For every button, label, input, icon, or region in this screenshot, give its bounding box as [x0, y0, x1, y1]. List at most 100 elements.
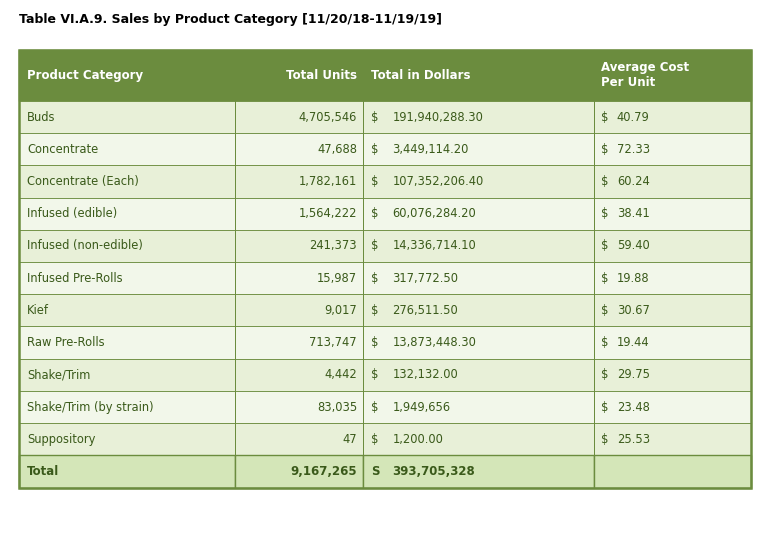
Bar [594, 50, 751, 101]
Text: $: $ [601, 111, 609, 124]
Text: 23.48: 23.48 [617, 401, 650, 413]
Bar [363, 101, 594, 133]
Bar [235, 391, 363, 423]
Bar [235, 262, 363, 294]
Text: 713,747: 713,747 [310, 336, 357, 349]
Bar [19, 230, 235, 262]
Text: Infused Pre-Rolls: Infused Pre-Rolls [27, 272, 123, 285]
Text: $: $ [601, 207, 609, 220]
Bar [363, 294, 594, 326]
Bar [19, 50, 235, 101]
Bar [363, 165, 594, 198]
Text: Suppository: Suppository [27, 433, 95, 446]
Bar [594, 198, 751, 230]
Text: 47,688: 47,688 [317, 143, 357, 156]
Text: 60.24: 60.24 [617, 175, 650, 188]
Text: 14,336,714.10: 14,336,714.10 [392, 240, 476, 252]
Text: $: $ [371, 143, 379, 156]
Text: 40.79: 40.79 [617, 111, 650, 124]
Bar [363, 423, 594, 455]
Text: 241,373: 241,373 [310, 240, 357, 252]
Text: 25.53: 25.53 [617, 433, 650, 446]
Text: 1,564,222: 1,564,222 [299, 207, 357, 220]
Text: 59.40: 59.40 [617, 240, 650, 252]
Bar [363, 391, 594, 423]
Text: $: $ [371, 175, 379, 188]
Bar [363, 326, 594, 359]
Text: Infused (edible): Infused (edible) [27, 207, 118, 220]
Text: 29.75: 29.75 [617, 368, 650, 381]
Text: 3,449,114.20: 3,449,114.20 [392, 143, 468, 156]
Text: 72.33: 72.33 [617, 143, 650, 156]
Bar [363, 50, 594, 101]
Bar [235, 294, 363, 326]
Text: $: $ [371, 240, 379, 252]
Bar [363, 133, 594, 165]
Bar [19, 326, 235, 359]
Text: $: $ [371, 207, 379, 220]
Text: $: $ [371, 433, 379, 446]
Text: Kief: Kief [27, 304, 49, 317]
Bar [235, 198, 363, 230]
Text: Concentrate (Each): Concentrate (Each) [27, 175, 139, 188]
Text: 9,017: 9,017 [324, 304, 357, 317]
Text: $: $ [601, 272, 609, 285]
Text: 47: 47 [343, 433, 357, 446]
Bar [235, 50, 363, 101]
Text: 393,705,328: 393,705,328 [392, 465, 475, 478]
Bar [363, 198, 594, 230]
Text: 107,352,206.40: 107,352,206.40 [392, 175, 484, 188]
Bar [594, 294, 751, 326]
Text: $: $ [601, 401, 609, 413]
Text: $: $ [371, 336, 379, 349]
Text: 83,035: 83,035 [317, 401, 357, 413]
Text: $: $ [601, 336, 609, 349]
Text: Average Cost
Per Unit: Average Cost Per Unit [601, 61, 690, 90]
Bar [594, 423, 751, 455]
Bar [594, 230, 751, 262]
Bar [19, 359, 235, 391]
Text: 1,782,161: 1,782,161 [299, 175, 357, 188]
Bar [19, 294, 235, 326]
Text: $: $ [371, 368, 379, 381]
Bar [19, 455, 235, 488]
Text: $: $ [601, 143, 609, 156]
Bar [594, 165, 751, 198]
Text: 276,511.50: 276,511.50 [392, 304, 458, 317]
Text: Infused (non-edible): Infused (non-edible) [27, 240, 143, 252]
Bar [363, 359, 594, 391]
Text: Shake/Trim (by strain): Shake/Trim (by strain) [27, 401, 154, 413]
Text: S: S [371, 465, 379, 478]
Text: $: $ [371, 401, 379, 413]
Bar [235, 101, 363, 133]
Text: $: $ [601, 368, 609, 381]
Text: $: $ [371, 111, 379, 124]
Text: Shake/Trim: Shake/Trim [27, 368, 91, 381]
Text: $: $ [371, 304, 379, 317]
Text: 1,949,656: 1,949,656 [392, 401, 451, 413]
Bar [363, 262, 594, 294]
Text: 317,772.50: 317,772.50 [392, 272, 458, 285]
Text: 1,200.00: 1,200.00 [392, 433, 443, 446]
Text: Total Units: Total Units [286, 69, 357, 82]
Text: Product Category: Product Category [27, 69, 143, 82]
Bar [19, 50, 751, 488]
Bar [363, 230, 594, 262]
Text: 19.88: 19.88 [617, 272, 650, 285]
Bar [594, 262, 751, 294]
Bar [594, 133, 751, 165]
Bar [19, 423, 235, 455]
Bar [19, 391, 235, 423]
Text: 38.41: 38.41 [617, 207, 650, 220]
Text: 13,873,448.30: 13,873,448.30 [392, 336, 476, 349]
Text: 132,132.00: 132,132.00 [392, 368, 458, 381]
Bar [19, 165, 235, 198]
Bar [235, 423, 363, 455]
Text: 9,167,265: 9,167,265 [290, 465, 357, 478]
Text: Total: Total [27, 465, 59, 478]
Text: $: $ [601, 240, 609, 252]
Bar [235, 359, 363, 391]
Bar [594, 391, 751, 423]
Text: 4,442: 4,442 [324, 368, 357, 381]
Bar [19, 262, 235, 294]
